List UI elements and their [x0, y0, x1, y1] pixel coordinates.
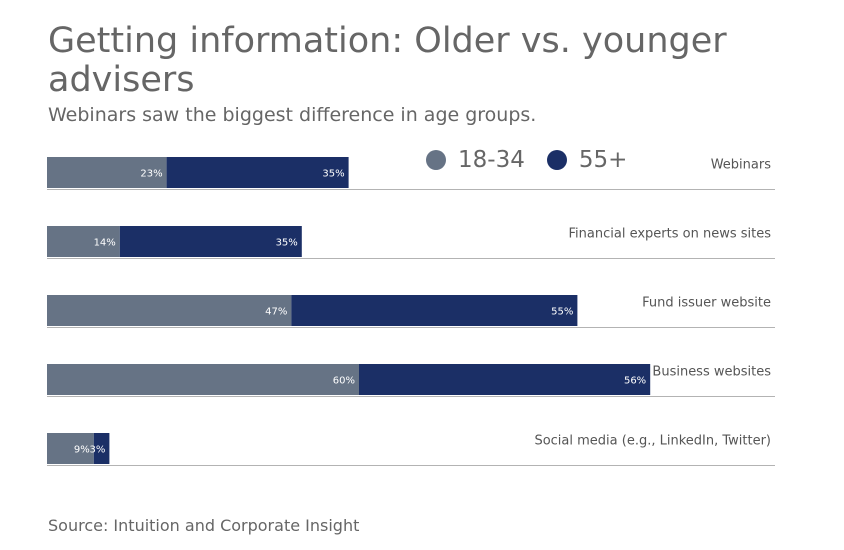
data-label-18-34-2: 47% [265, 307, 287, 318]
data-label-55-plus-1: 35% [276, 238, 298, 249]
bar-55-plus-2 [291, 295, 578, 326]
legend-item-18-34: 18-34 [426, 147, 525, 173]
bar-55-plus-3 [359, 364, 651, 395]
data-label-18-34-0: 23% [140, 169, 162, 180]
data-label-18-34-4: 9% [74, 445, 90, 456]
category-label-3: Business websites [652, 365, 771, 380]
legend: 18-34 55+ [426, 146, 649, 174]
category-label-1: Financial experts on news sites [569, 227, 772, 242]
category-label-2: Fund issuer website [642, 296, 771, 311]
data-label-55-plus-2: 55% [551, 307, 573, 318]
data-label-55-plus-0: 35% [322, 169, 344, 180]
bar-18-34-2 [47, 295, 292, 326]
chart-title: Getting information: Older vs. younger a… [48, 21, 727, 100]
data-label-18-34-3: 60% [333, 376, 355, 387]
bar-55-plus-1 [119, 226, 302, 257]
bar-55-plus-0 [166, 157, 349, 188]
data-label-55-plus-4: 3% [90, 445, 106, 456]
legend-label-55-plus: 55+ [578, 147, 628, 173]
bar-18-34-1 [47, 226, 120, 257]
bar-18-34-4 [47, 433, 94, 464]
category-label-4: Social media (e.g., LinkedIn, Twitter) [534, 434, 771, 449]
bar-18-34-3 [47, 364, 359, 395]
legend-swatch-18-34 [426, 150, 446, 170]
legend-item-55-plus: 55+ [546, 147, 628, 173]
chart-subtitle: Webinars saw the biggest difference in a… [48, 104, 537, 126]
source-note: Source: Intuition and Corporate Insight [48, 516, 360, 535]
data-label-55-plus-3: 56% [624, 376, 646, 387]
legend-swatch-55-plus [546, 150, 567, 170]
bar-18-34-0 [47, 157, 167, 188]
category-label-0: Webinars [711, 158, 772, 173]
legend-label-18-34: 18-34 [458, 147, 525, 173]
bar-55-plus-4 [93, 433, 110, 464]
data-label-18-34-1: 14% [94, 238, 116, 249]
